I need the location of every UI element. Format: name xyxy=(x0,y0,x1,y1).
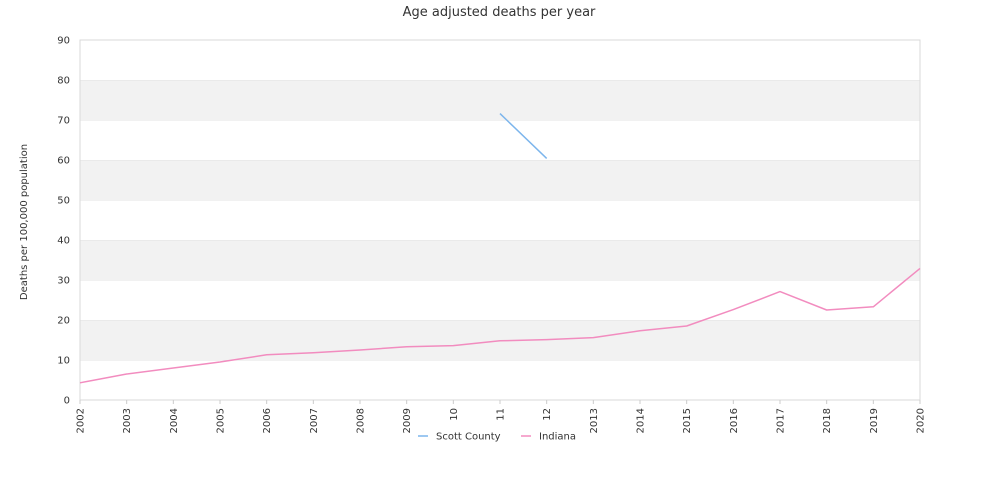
x-tick-label: 2006 xyxy=(262,408,273,433)
grid-band xyxy=(80,240,920,280)
y-axis-label: Deaths per 100,000 population xyxy=(19,144,30,300)
y-tick-label: 40 xyxy=(57,236,70,247)
grid-band xyxy=(80,40,920,80)
x-tick-label: 2018 xyxy=(822,408,833,433)
x-tick-label: 2004 xyxy=(169,408,180,433)
x-tick-label: 2019 xyxy=(869,408,880,433)
y-tick-label: 70 xyxy=(57,116,70,127)
grid-band xyxy=(80,120,920,160)
series-lines xyxy=(79,113,921,384)
x-tick-label: 2008 xyxy=(356,408,367,433)
x-tick-label: 2014 xyxy=(636,408,647,433)
y-tick-label: 90 xyxy=(57,36,70,47)
y-tick-label: 60 xyxy=(57,156,70,167)
y-tick-label: 30 xyxy=(57,276,70,287)
series-line-scott-county xyxy=(499,113,548,159)
chart-title: Age adjusted deaths per year xyxy=(403,5,596,20)
series-line-indiana xyxy=(79,267,921,384)
legend-label: Indiana xyxy=(539,432,576,443)
x-tick-label: 2013 xyxy=(589,408,600,433)
y-tick-label: 50 xyxy=(57,196,70,207)
grid-band xyxy=(80,280,920,320)
y-tick-label: 80 xyxy=(57,76,70,87)
x-tick-label: 12 xyxy=(542,408,553,421)
legend: Scott County Indiana xyxy=(418,432,576,443)
x-tick-label: 10 xyxy=(449,408,460,421)
x-tick-label: 2005 xyxy=(216,408,227,433)
x-tick-label: 2003 xyxy=(122,408,133,433)
x-tick-label: 11 xyxy=(496,408,507,421)
x-tick-label: 2002 xyxy=(76,408,87,433)
legend-item[interactable]: Indiana xyxy=(521,432,576,443)
grid-band xyxy=(80,320,920,360)
y-axis: 0 10 20 30 40 50 60 70 80 90 xyxy=(57,36,70,407)
x-axis: 2002 2003 2004 2005 2006 2007 2008 2009 10 11 12 20… xyxy=(76,400,927,433)
y-tick-label: 0 xyxy=(64,396,70,407)
legend-label: Scott County xyxy=(436,432,501,443)
grid-band xyxy=(80,360,920,400)
grid-bands xyxy=(80,39,920,400)
grid-band xyxy=(80,160,920,200)
x-tick-label: 2015 xyxy=(682,408,693,433)
y-tick-label: 20 xyxy=(57,316,70,327)
x-tick-label: 2016 xyxy=(729,408,740,433)
x-tick-label: 2009 xyxy=(402,408,413,433)
grid-band xyxy=(80,80,920,120)
x-tick-label: 2017 xyxy=(776,408,787,433)
grid-band xyxy=(80,200,920,240)
x-tick-label: 2007 xyxy=(309,408,320,433)
y-tick-label: 10 xyxy=(57,356,70,367)
legend-item[interactable]: Scott County xyxy=(418,432,501,443)
x-tick-label: 2020 xyxy=(916,408,927,433)
